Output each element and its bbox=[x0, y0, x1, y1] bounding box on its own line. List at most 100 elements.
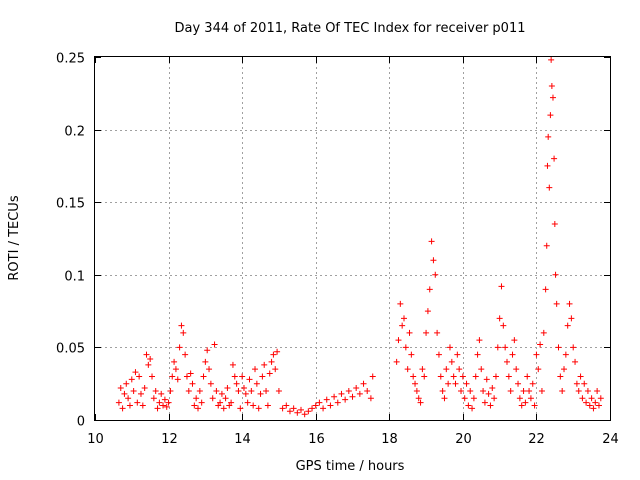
data-point bbox=[229, 361, 236, 368]
x-tick-label: 20 bbox=[455, 432, 472, 447]
data-point bbox=[492, 373, 499, 380]
data-point bbox=[553, 300, 560, 307]
x-axis-ticks: 10 12 14 16 18 20 22 24 bbox=[87, 57, 619, 447]
data-point bbox=[393, 358, 400, 365]
data-point bbox=[543, 242, 550, 249]
data-point bbox=[566, 300, 573, 307]
data-point bbox=[515, 380, 522, 387]
data-point bbox=[263, 387, 270, 394]
data-point bbox=[443, 366, 450, 373]
data-point bbox=[448, 358, 455, 365]
data-point bbox=[123, 380, 130, 387]
data-point bbox=[531, 402, 538, 409]
data-point bbox=[126, 402, 133, 409]
data-point bbox=[470, 395, 477, 402]
data-point bbox=[505, 373, 512, 380]
data-point bbox=[552, 271, 559, 278]
data-point bbox=[456, 366, 463, 373]
data-point bbox=[202, 358, 209, 365]
data-point bbox=[469, 405, 476, 412]
data-point bbox=[255, 405, 262, 412]
data-point bbox=[209, 395, 216, 402]
data-point bbox=[211, 341, 218, 348]
data-point bbox=[139, 402, 146, 409]
data-point bbox=[356, 390, 363, 397]
data-point bbox=[145, 361, 152, 368]
data-point bbox=[218, 390, 225, 397]
y-axis-label: ROTI / TECUs bbox=[7, 195, 22, 280]
data-point bbox=[570, 344, 577, 351]
data-point bbox=[204, 347, 211, 354]
data-point bbox=[564, 322, 571, 329]
data-point bbox=[568, 315, 575, 322]
data-point bbox=[435, 351, 442, 358]
data-point bbox=[513, 366, 520, 373]
data-point bbox=[275, 387, 282, 394]
data-point bbox=[527, 395, 534, 402]
data-point bbox=[509, 351, 516, 358]
data-point bbox=[478, 366, 485, 373]
x-tick-label: 16 bbox=[308, 432, 325, 447]
data-point bbox=[483, 376, 490, 383]
data-point bbox=[323, 396, 330, 403]
data-point bbox=[544, 162, 551, 169]
data-point bbox=[250, 402, 257, 409]
chart-title: Day 344 of 2011, Rate Of TEC Index for r… bbox=[175, 21, 526, 36]
data-point bbox=[367, 395, 374, 402]
data-point bbox=[149, 373, 156, 380]
data-point bbox=[345, 387, 352, 394]
data-point bbox=[489, 385, 496, 392]
x-tick-label: 10 bbox=[87, 432, 104, 447]
data-point bbox=[185, 387, 192, 394]
data-point bbox=[575, 387, 582, 394]
plot-frame bbox=[94, 56, 611, 421]
data-point bbox=[206, 366, 213, 373]
data-point bbox=[183, 373, 190, 380]
data-point bbox=[485, 390, 492, 397]
data-point bbox=[500, 322, 507, 329]
data-point bbox=[261, 361, 268, 368]
data-point bbox=[117, 385, 124, 392]
x-tick-label: 12 bbox=[161, 432, 178, 447]
data-point bbox=[401, 315, 407, 322]
data-point bbox=[463, 380, 470, 387]
data-points bbox=[115, 56, 604, 418]
data-point bbox=[242, 390, 249, 397]
x-tick-label: 14 bbox=[234, 432, 251, 447]
data-point bbox=[415, 395, 422, 402]
data-point bbox=[494, 344, 501, 351]
data-point bbox=[426, 286, 433, 293]
data-point bbox=[597, 395, 604, 402]
data-point bbox=[423, 329, 430, 336]
data-point bbox=[594, 387, 601, 394]
x-tick-label: 24 bbox=[602, 432, 619, 447]
data-point bbox=[399, 322, 406, 329]
data-point bbox=[474, 351, 481, 358]
data-point bbox=[573, 380, 580, 387]
data-point bbox=[540, 329, 547, 336]
data-point bbox=[446, 344, 453, 351]
data-point bbox=[154, 405, 161, 412]
data-point bbox=[577, 373, 584, 380]
data-point bbox=[524, 373, 531, 380]
data-point bbox=[174, 376, 181, 383]
data-point bbox=[200, 373, 207, 380]
data-point bbox=[476, 337, 483, 344]
data-point bbox=[480, 387, 487, 394]
data-point bbox=[349, 393, 356, 400]
data-point bbox=[522, 399, 529, 406]
data-point bbox=[450, 373, 457, 380]
data-point bbox=[207, 380, 214, 387]
data-point bbox=[235, 387, 242, 394]
data-point bbox=[417, 399, 424, 406]
data-point bbox=[511, 337, 518, 344]
data-point bbox=[125, 395, 132, 402]
data-point bbox=[588, 395, 595, 402]
data-point bbox=[572, 358, 579, 365]
data-point bbox=[518, 402, 525, 409]
data-point bbox=[224, 385, 231, 392]
data-point bbox=[549, 94, 556, 101]
x-axis-label: GPS time / hours bbox=[296, 459, 405, 474]
data-point bbox=[286, 408, 293, 415]
